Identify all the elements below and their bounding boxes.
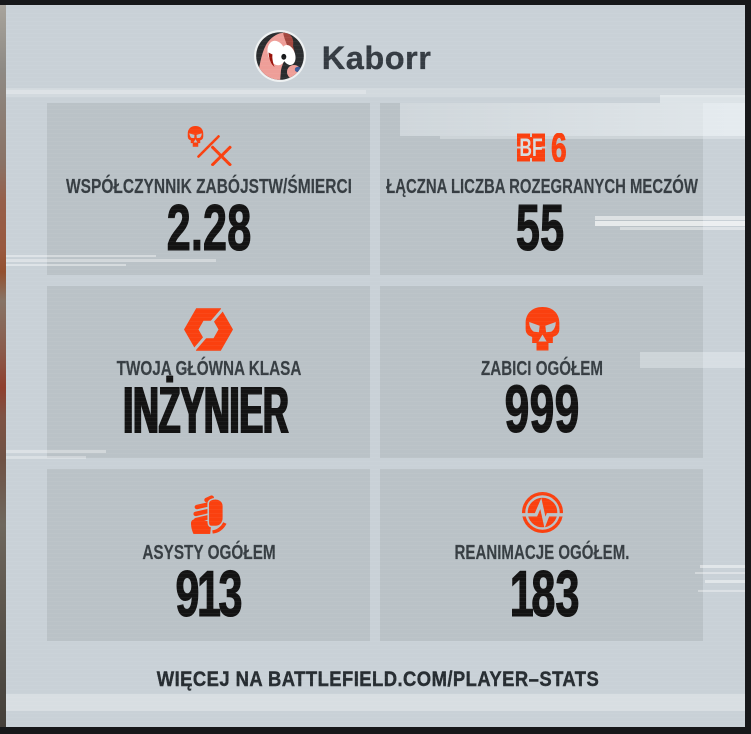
svg-text:BF: BF bbox=[519, 133, 542, 162]
svg-text:6: 6 bbox=[551, 133, 567, 162]
